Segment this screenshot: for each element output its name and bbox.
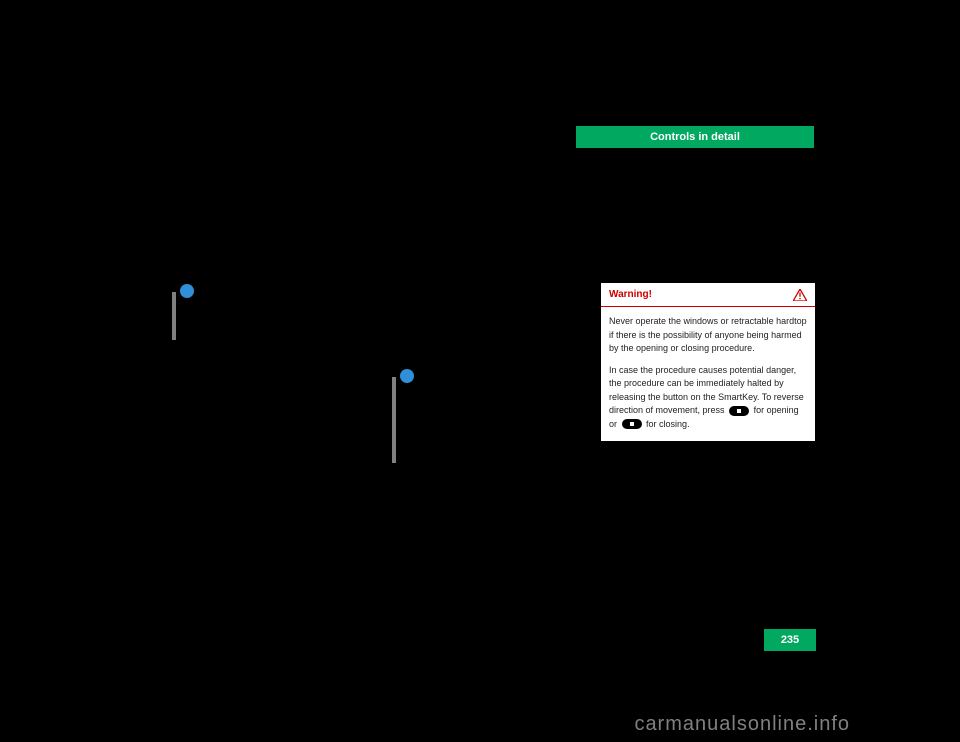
warning-label: Warning!: [609, 287, 652, 302]
warning-header: Warning!: [601, 283, 815, 307]
info-icon: [180, 284, 194, 298]
section-header-text: Controls in detail: [650, 131, 740, 143]
warning-para-1: Never operate the windows or retractable…: [609, 315, 807, 356]
watermark-text: carmanualsonline.info: [634, 713, 850, 736]
warning-triangle-icon: [793, 289, 807, 301]
warning-para-2: In case the procedure causes potential d…: [609, 364, 807, 432]
page-number-box: 235: [764, 629, 816, 651]
lock-key-icon: [622, 419, 642, 429]
note-bar: [392, 377, 396, 463]
note-bar: [172, 292, 176, 340]
warning-box: Warning! Never operate the windows or re…: [600, 282, 816, 442]
page-number: 235: [781, 634, 799, 646]
section-header: Controls in detail: [576, 126, 814, 148]
manual-page: Controls in detail Warning! Never operat…: [0, 0, 960, 742]
unlock-key-icon: [729, 406, 749, 416]
info-icon: [400, 369, 414, 383]
warning-para-2c: for closing.: [646, 419, 690, 429]
warning-body: Never operate the windows or retractable…: [601, 307, 815, 441]
